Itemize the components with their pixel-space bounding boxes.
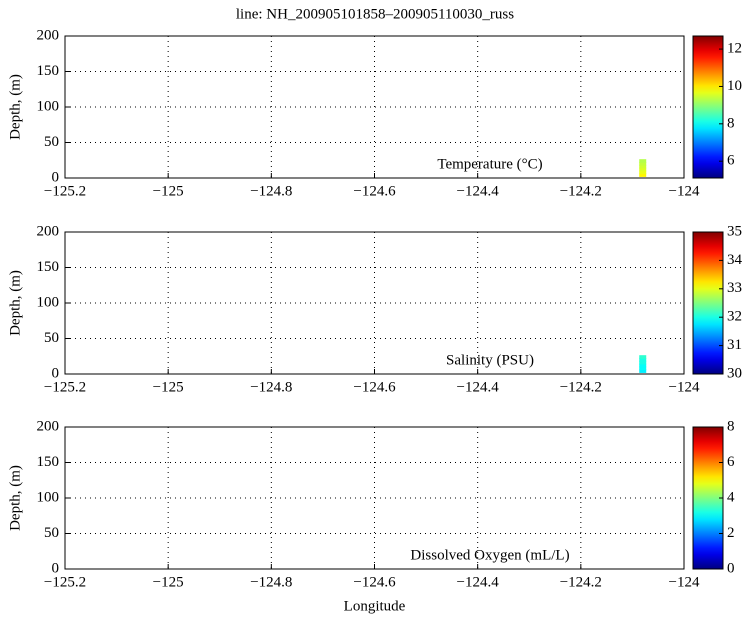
x-tick-label: −124.2 (560, 379, 602, 395)
plot-frame (64, 35, 685, 179)
y-tick-label: 100 (37, 294, 60, 310)
y-tick-label: 0 (52, 365, 60, 381)
colorbar-tick-label: 4 (727, 489, 735, 505)
x-tick-label: −124.6 (353, 183, 396, 199)
x-tick-label: −124.6 (353, 379, 396, 395)
panel-label: Salinity (PSU) (446, 352, 534, 368)
x-tick-label: −125 (153, 379, 184, 395)
x-tick-label: −124.4 (457, 183, 500, 199)
y-axis-label: Depth, (m) (7, 270, 23, 336)
colorbar-tick-label: 8 (727, 115, 735, 131)
x-tick-label: −125 (153, 574, 184, 590)
colorbar-tick-label: 12 (727, 41, 742, 57)
x-tick-label: −125.2 (44, 183, 86, 199)
colorbar-tick-label: 31 (727, 337, 742, 353)
data-cell (639, 170, 647, 175)
data-cell (639, 358, 647, 362)
x-tick-label: −124.8 (250, 379, 292, 395)
x-axis-label: Longitude (344, 598, 406, 614)
y-axis-label: Depth, (m) (7, 465, 23, 531)
colorbar-tick-label: 8 (727, 418, 735, 434)
y-tick-label: 200 (37, 418, 60, 434)
data-cell (639, 162, 647, 166)
x-tick-label: −125.2 (44, 379, 86, 395)
x-tick-label: −124.8 (250, 574, 292, 590)
data-cell (639, 164, 647, 169)
x-tick-label: −124 (669, 574, 700, 590)
colorbar-tick-label: 35 (727, 223, 742, 239)
y-tick-label: 200 (37, 223, 60, 239)
colorbar-tick-label: 6 (727, 454, 735, 470)
x-tick-label: −124 (669, 379, 700, 395)
y-axis-label: Depth, (m) (7, 74, 23, 140)
y-tick-label: 50 (44, 134, 59, 150)
colorbar-tick-label: 33 (727, 280, 742, 296)
data-cell (639, 173, 647, 177)
x-tick-label: −124 (669, 183, 700, 199)
y-tick-label: 150 (37, 63, 60, 79)
colorbar-tick-label: 34 (727, 252, 743, 268)
y-tick-label: 150 (37, 454, 60, 470)
plot-frame (64, 426, 685, 570)
data-cell (639, 159, 647, 163)
y-tick-label: 0 (52, 169, 60, 185)
data-cell (639, 363, 647, 368)
colorbar-tick-label: 2 (727, 525, 735, 541)
figure-title: line: NH_200905101858–200905110030_russ (236, 6, 514, 22)
x-tick-label: −124.4 (457, 379, 500, 395)
plot-frame (64, 231, 685, 375)
y-tick-label: 50 (44, 525, 59, 541)
panel-label: Dissolved Oxygen (mL/L) (410, 547, 569, 563)
y-tick-label: 100 (37, 489, 60, 505)
x-tick-label: −124.2 (560, 574, 602, 590)
x-tick-label: −124.8 (250, 183, 292, 199)
colorbar-tick-label: 32 (727, 309, 742, 325)
x-tick-label: −124.6 (353, 574, 396, 590)
colorbar-tick-label: 30 (727, 365, 742, 381)
colorbar-tick-label: 6 (727, 153, 735, 169)
colorbar-tick-label: 0 (727, 560, 735, 576)
x-tick-label: −124.4 (457, 574, 500, 590)
y-tick-label: 150 (37, 259, 60, 275)
data-cell (639, 366, 647, 371)
y-tick-label: 100 (37, 98, 60, 114)
data-cell (639, 360, 647, 365)
colorbar (692, 231, 724, 375)
data-cell (639, 355, 647, 359)
x-tick-label: −124.2 (560, 183, 602, 199)
colorbar-tick-label: 10 (727, 78, 742, 94)
x-tick-label: −125.2 (44, 574, 86, 590)
colorbar (692, 35, 724, 179)
y-tick-label: 50 (44, 330, 59, 346)
y-tick-label: 200 (37, 27, 60, 43)
colorbar (692, 426, 724, 570)
data-cell (639, 167, 647, 172)
y-tick-label: 0 (52, 560, 60, 576)
panel-label: Temperature (°C) (437, 156, 542, 172)
data-cell (639, 369, 647, 373)
x-tick-label: −125 (153, 183, 184, 199)
